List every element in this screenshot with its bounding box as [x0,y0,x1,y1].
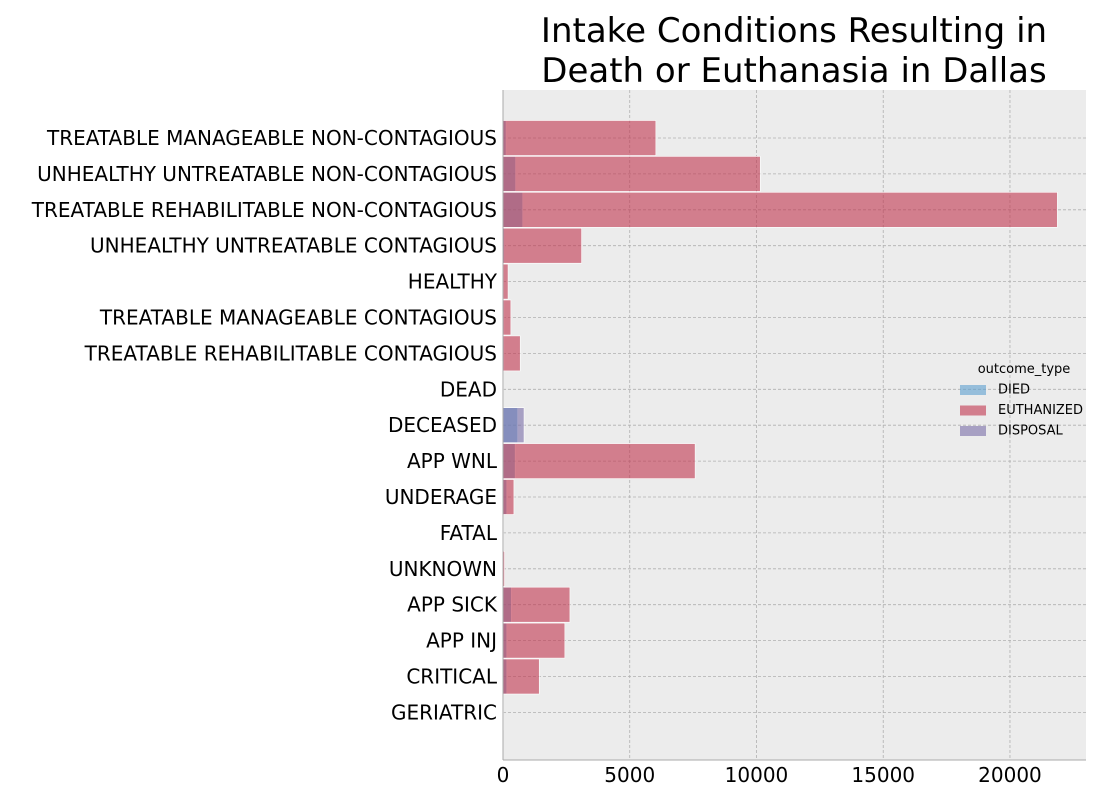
bar-euthanized [502,335,521,372]
category-label: TREATABLE MANAGEABLE CONTAGIOUS [99,306,497,330]
category-label: CRITICAL [406,665,498,689]
category-label: APP WNL [407,449,498,473]
category-label: UNKNOWN [389,557,497,581]
bar-euthanized [502,443,696,479]
category-label: TREATABLE REHABILITABLE NON-CONTAGIOUS [31,198,497,222]
category-label: DEAD [440,377,497,401]
category-label: GERIATRIC [391,700,497,724]
bar-euthanized [502,622,566,659]
category-label: UNDERAGE [385,485,497,509]
bar-euthanized [502,192,1058,228]
category-label: TREATABLE REHABILITABLE CONTAGIOUS [84,341,497,365]
chart-title-line-1: Intake Conditions Resulting in [541,11,1047,51]
bar-disposal [502,407,525,444]
legend-title: outcome_type [978,362,1071,377]
category-label: FATAL [440,521,498,545]
legend-swatch-euthanized [960,405,986,416]
legend-label-died: DIED [998,383,1030,398]
category-label: UNHEALTHY UNTREATABLE CONTAGIOUS [90,234,497,258]
bar-euthanized [502,227,582,264]
category-label: UNHEALTHY UNTREATABLE NON-CONTAGIOUS [37,162,497,186]
category-label: APP SICK [407,593,498,617]
x-tick-label: 0 [497,763,510,787]
x-tick-label: 5000 [604,763,655,787]
legend-swatch-died [960,385,986,395]
x-tick-label: 10000 [725,763,789,787]
bars [502,120,1058,731]
bar-euthanized [502,120,657,156]
legend-swatch-disposal [960,426,986,436]
chart-title: Intake Conditions Resulting in Death or … [541,11,1047,91]
x-tick-label: 15000 [851,763,915,787]
bar-euthanized [502,299,512,336]
bar-euthanized [502,586,571,623]
x-tick-label: 20000 [978,763,1042,787]
category-label: HEALTHY [408,270,498,294]
legend-label-disposal: DISPOSAL [998,424,1064,439]
legend-label-euthanized: EUTHANIZED [998,403,1083,418]
bar-euthanized [502,479,515,515]
bar-euthanized [502,156,761,192]
category-labels: TREATABLE MANAGEABLE NON-CONTAGIOUS UNHEA… [31,126,498,724]
legend: outcome_type DIED EUTHANIZED DISPOSAL [960,362,1083,439]
x-tick-labels: 0 5000 10000 15000 20000 [497,763,1042,787]
category-label: DECEASED [388,413,497,437]
category-label: APP INJ [426,629,497,653]
bar-euthanized [502,658,540,695]
axes [502,90,1086,761]
chart-title-line-2: Death or Euthanasia in Dallas [541,51,1046,91]
bar-euthanized [502,263,509,300]
category-label: TREATABLE MANAGEABLE NON-CONTAGIOUS [46,126,497,150]
